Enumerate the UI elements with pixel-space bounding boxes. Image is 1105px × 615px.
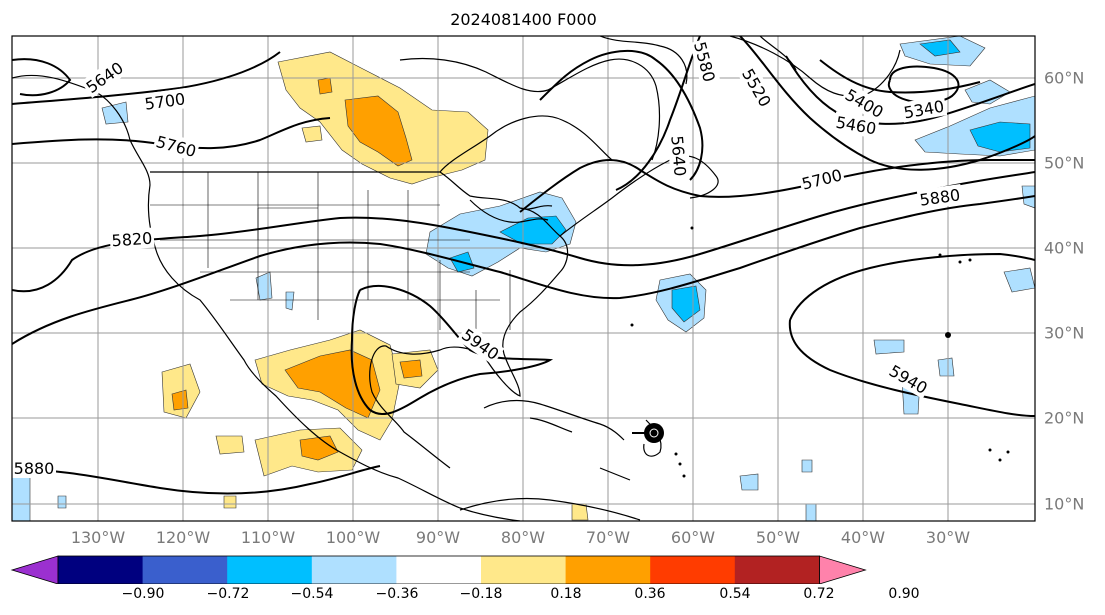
weather-map: 5640 5700 5760 5820 5880 5940 5580 5520 … xyxy=(11,35,1036,522)
colorbar-tick-label: −0.18 xyxy=(459,586,503,602)
colorbar-tick-label: −0.36 xyxy=(375,586,419,602)
contour-5400 xyxy=(819,59,981,94)
blue-patch-12 xyxy=(57,495,67,509)
blue-patch-9 xyxy=(739,473,759,491)
contour-5580 xyxy=(615,36,701,191)
colorbar-cell xyxy=(311,556,397,584)
colorbar-tick-label: −0.72 xyxy=(206,586,250,602)
shaded-fields xyxy=(12,36,1035,521)
lon-label: 30°W xyxy=(925,528,971,547)
contour-label: 5820 xyxy=(111,229,153,251)
lon-label: 110°W xyxy=(240,528,296,547)
colorbar-tick-label: 0.54 xyxy=(719,586,751,602)
colorbar-frame xyxy=(57,555,820,584)
contour-5700-east xyxy=(519,159,1035,213)
colorbar-tick-label: 0.90 xyxy=(888,586,920,602)
colorbar xyxy=(10,555,867,584)
lon-label: 80°W xyxy=(500,528,546,547)
lon-label: 90°W xyxy=(415,528,461,547)
blue-patch-3 xyxy=(873,339,905,355)
lon-label: 50°W xyxy=(755,528,801,547)
colorbar-cell xyxy=(227,556,313,584)
colorbar-tick-label: 0.18 xyxy=(550,586,582,602)
colorbar-tick-label: −0.54 xyxy=(290,586,334,602)
colorbar-cell xyxy=(58,556,144,584)
contour-5880-2 xyxy=(12,465,381,495)
blue-patch-5 xyxy=(937,357,955,377)
lon-label: 100°W xyxy=(325,528,381,547)
colorbar-cell xyxy=(650,556,736,584)
contour-5460 xyxy=(785,55,1035,125)
contour-5880 xyxy=(12,195,1035,345)
blue-patch-10 xyxy=(801,459,813,473)
colorbar-cell xyxy=(565,556,651,584)
orange-region-gulf xyxy=(399,359,423,379)
orange-region-centralamerica xyxy=(299,435,339,461)
colorbar-extend-low xyxy=(10,555,59,584)
yellow-region-pacific-small-2 xyxy=(223,495,237,509)
lat-label: 40°N xyxy=(1044,238,1085,258)
colorbar-cell xyxy=(142,556,228,584)
colorbar-tick-label: 0.72 xyxy=(803,586,835,602)
blue-patch-13 xyxy=(805,503,817,521)
contour-5940-east xyxy=(788,252,1035,417)
colorbar-extend-high xyxy=(819,555,867,584)
storm-center-marker xyxy=(632,423,664,443)
map-title: 2024081400 F000 xyxy=(450,10,597,29)
contour-label: 5880 xyxy=(14,459,55,478)
contour-5640-east xyxy=(539,49,704,181)
blue-patch-1 xyxy=(255,271,273,301)
lat-label: 50°N xyxy=(1044,153,1085,173)
lat-label: 60°N xyxy=(1044,68,1085,88)
coastlines xyxy=(12,36,901,521)
colorbar-tick-label: 0.36 xyxy=(634,586,666,602)
lon-label: 130°W xyxy=(70,528,126,547)
contour-5700-west xyxy=(12,51,281,105)
lon-label: 40°W xyxy=(840,528,886,547)
islands xyxy=(630,226,1010,478)
lon-label: 60°W xyxy=(670,528,716,547)
contour-5520 xyxy=(739,36,1035,171)
yellow-region-pacific-small xyxy=(215,435,245,455)
orange-region-mexico xyxy=(284,349,381,419)
orange-region-pacific-mexico xyxy=(171,389,189,411)
lon-label: 70°W xyxy=(585,528,631,547)
cyan-region-northatlantic-2 xyxy=(969,121,1031,153)
contour-label: 5700 xyxy=(143,89,186,113)
contour-label: 5640 xyxy=(667,135,689,177)
colorbar-cell xyxy=(734,556,820,584)
orange-region-canada-2 xyxy=(317,77,333,95)
yellow-region-pacific-mexico xyxy=(161,363,201,419)
state-borders xyxy=(150,172,511,330)
blue-patch-6 xyxy=(1003,267,1035,293)
blue-region-northatlantic-3 xyxy=(964,79,1011,105)
contour-5640-west xyxy=(12,58,72,97)
contour-5340 xyxy=(887,65,960,104)
yellow-region-canada-small xyxy=(301,125,323,143)
map-frame xyxy=(11,35,1036,522)
lat-label: 20°N xyxy=(1044,408,1085,428)
lon-label: 120°W xyxy=(155,528,211,547)
blue-patch-2 xyxy=(285,291,295,311)
lat-label: 10°N xyxy=(1044,494,1085,514)
colorbar-cell xyxy=(396,556,482,584)
lat-label: 30°N xyxy=(1044,323,1085,343)
colorbar-tick-label: −0.90 xyxy=(121,586,165,602)
cyan-region-northatlantic-1 xyxy=(919,39,961,57)
colorbar-cell xyxy=(481,556,567,584)
blue-patch-8 xyxy=(101,101,129,125)
contour-label: 5700 xyxy=(800,165,844,193)
contour-label: 5760 xyxy=(154,132,198,161)
contour-label: 5580 xyxy=(690,40,719,84)
contour-5940 xyxy=(350,285,554,416)
contour-label: 5880 xyxy=(918,185,961,209)
